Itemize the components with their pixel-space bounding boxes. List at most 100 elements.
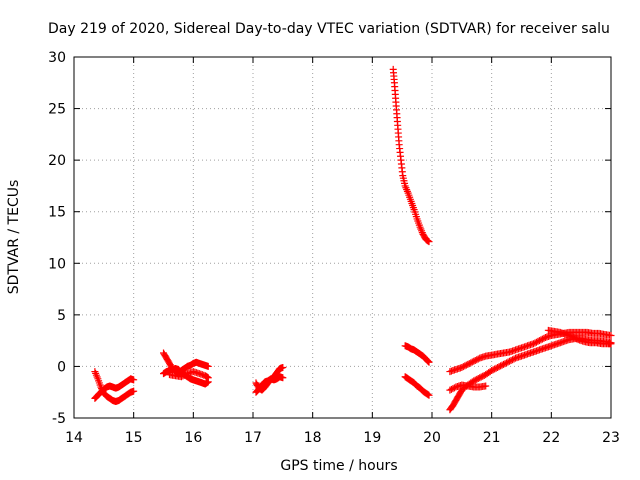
data-point	[477, 373, 485, 381]
series-arc-20-21-c	[446, 381, 490, 394]
data-point	[424, 357, 432, 365]
x-tick-label: 17	[244, 430, 262, 446]
y-tick-label: 30	[48, 50, 66, 66]
x-tick-label: 22	[542, 430, 560, 446]
x-tick-label: 18	[304, 430, 322, 446]
series-arc-19-spike	[389, 65, 433, 246]
data-point	[425, 391, 433, 399]
data-point	[424, 358, 432, 366]
data-point	[479, 372, 487, 380]
data-point	[180, 371, 188, 379]
data-point	[482, 382, 490, 390]
data-point	[204, 374, 212, 382]
x-tick-label: 14	[65, 430, 83, 446]
series-arc-19-20-b	[401, 373, 433, 399]
series-arc-15-16-c	[165, 368, 212, 382]
data-point	[489, 366, 497, 374]
series-arc-14-15-a	[91, 368, 138, 405]
x-tick-label: 21	[483, 430, 501, 446]
x-tick-label: 19	[363, 430, 381, 446]
data-point	[570, 333, 578, 341]
data-point	[449, 385, 457, 393]
data-point	[177, 373, 185, 381]
data-point	[498, 361, 506, 369]
data-point	[446, 386, 454, 394]
data-point	[538, 335, 546, 343]
data-point	[476, 374, 484, 382]
y-tick-label: 25	[48, 102, 66, 118]
data-point	[464, 360, 472, 368]
data-point	[491, 365, 499, 373]
x-axis-label: GPS time / hours	[280, 458, 397, 474]
data-point	[492, 364, 500, 372]
data-point	[473, 356, 481, 364]
data-point	[279, 374, 287, 382]
data-point	[495, 363, 503, 371]
data-point	[130, 376, 138, 384]
data-point	[500, 360, 508, 368]
series-arc-19-20-a	[401, 342, 433, 366]
data-point	[473, 375, 481, 383]
y-tick-label: 5	[57, 308, 66, 324]
data-point	[467, 359, 475, 367]
data-point	[503, 359, 511, 367]
data-point	[573, 335, 581, 343]
x-tick-label: 16	[184, 430, 202, 446]
data-point	[509, 356, 517, 364]
y-tick-label: 20	[48, 153, 66, 169]
data-point	[462, 361, 470, 369]
data-point	[179, 372, 187, 380]
data-point	[471, 356, 479, 364]
data-point	[279, 363, 287, 371]
data-point	[497, 362, 505, 370]
y-tick-label: 10	[48, 256, 66, 272]
series-arc-17-b	[252, 373, 287, 396]
data-point	[474, 355, 482, 363]
series-arc-22-23-d	[544, 326, 615, 348]
x-tick-label: 23	[602, 430, 620, 446]
data-point	[459, 363, 467, 371]
data-point	[607, 340, 615, 348]
data-point	[425, 358, 433, 366]
grid-lines	[74, 57, 611, 418]
data-point	[425, 238, 433, 246]
data-point	[474, 375, 482, 383]
data-point	[537, 336, 545, 344]
data-point	[510, 355, 518, 363]
data-point	[470, 377, 478, 385]
data-point	[504, 358, 512, 366]
data-point	[529, 340, 537, 348]
data-point	[494, 363, 502, 371]
data-point	[450, 384, 458, 392]
series-arc-14-15-b	[91, 375, 138, 402]
data-point	[506, 357, 514, 365]
y-tick-label: -5	[52, 411, 66, 427]
data-point	[488, 367, 496, 375]
plot-frame	[73, 56, 612, 419]
data-point	[535, 337, 543, 345]
y-axis-label: SDTVAR / TECUs	[6, 180, 22, 295]
data-point	[470, 357, 478, 365]
y-tick-label: 0	[57, 359, 66, 375]
data-point	[461, 362, 469, 370]
data-point	[568, 333, 576, 341]
data-point	[468, 358, 476, 366]
axis-ticks: 14 15 16 17 18 19 20 21 22 23 -5 0 5 10 15 20 25 30	[48, 50, 620, 446]
y-tick-label: 15	[48, 205, 66, 221]
data-point	[607, 331, 615, 339]
data-point	[501, 360, 509, 368]
data-point	[540, 334, 548, 342]
data-point	[571, 334, 579, 342]
data-point	[534, 337, 542, 345]
data-point	[182, 370, 190, 378]
data-point	[532, 338, 540, 346]
data-point	[531, 339, 539, 347]
data-point	[130, 387, 138, 395]
x-tick-label: 20	[423, 430, 441, 446]
data-point	[447, 385, 455, 393]
data-point	[458, 363, 466, 371]
data-point	[465, 360, 473, 368]
data-point	[204, 362, 212, 370]
data-point	[507, 356, 515, 364]
